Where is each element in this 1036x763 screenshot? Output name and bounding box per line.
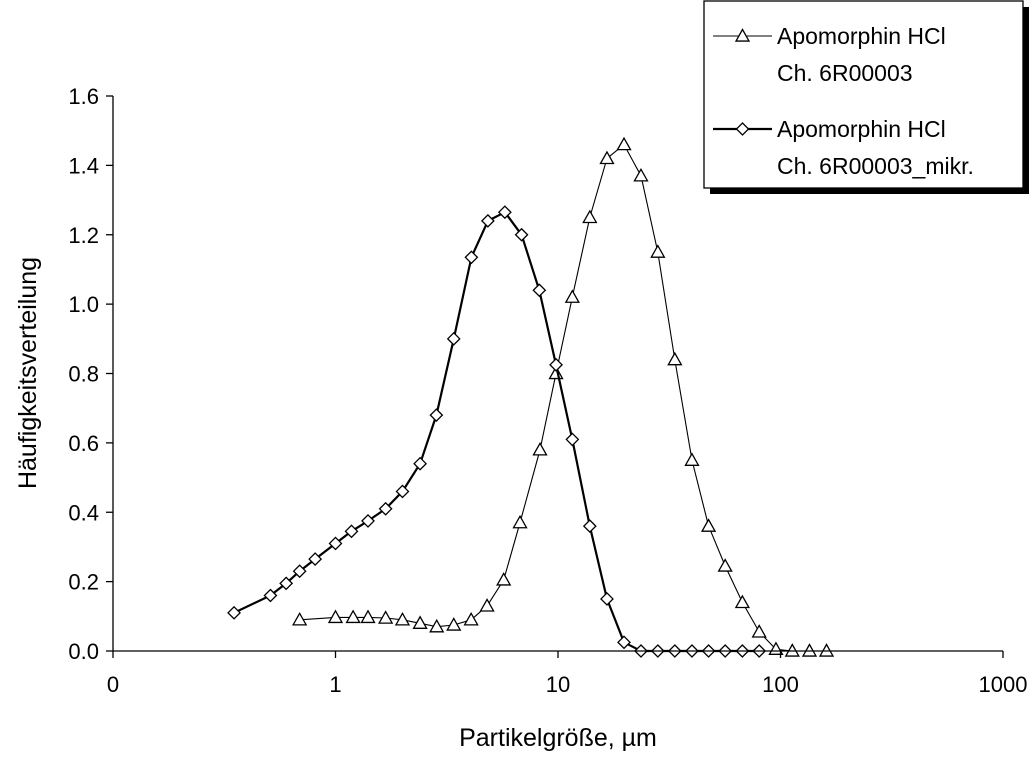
triangle-marker [327,609,344,624]
triangle-marker [734,594,750,609]
y-tick-label: 1.6 [68,84,99,109]
diamond-marker [344,524,359,539]
legend-label: Ch. 6R00003_mikr. [777,153,974,179]
series-layer [227,136,835,658]
triangle-marker [479,598,495,612]
triangle-marker [717,558,733,572]
triangle-marker [564,289,580,303]
triangle-marker [463,611,479,626]
triangle-marker [345,609,361,624]
triangle-marker [532,441,548,456]
diamond-marker [378,501,393,516]
x-tick-label: 0 [107,672,119,697]
diamond-marker [395,484,410,499]
diamond-marker [464,250,479,265]
triangle-marker [650,244,666,258]
triangle-marker [496,572,512,586]
triangle-marker [700,518,717,532]
y-tick-label: 0.2 [68,570,99,595]
diamond-marker [582,519,597,534]
triangle-marker [818,643,835,657]
diamond-marker [497,205,512,220]
diamond-marker [308,552,323,566]
legend-box [703,0,1024,189]
legend-entry-2: Apomorphin HCl Ch. 6R00003_mikr. [713,116,974,179]
triangle-marker [360,609,376,624]
diamond-marker [514,227,529,242]
diamond-marker [263,588,278,603]
y-axis-label: Häufigkeitsverteilung [14,257,42,489]
tick-labels-layer: 0.0 0.2 0.4 0.6 0.8 1.0 1.2 1.4 1.6 0 1 10 100 1000 [68,84,1027,697]
series-2 [227,205,767,658]
diamond-marker [532,283,547,298]
diamond-marker [600,592,614,606]
triangle-marker [429,618,445,633]
y-tick-label: 1.4 [68,153,99,178]
y-tick-label: 1.2 [68,223,99,248]
diamond-marker [361,514,375,528]
legend-triangle-marker [734,28,751,42]
legend-entry-1: Apomorphin HCl Ch. 6R00003 [713,23,946,86]
x-axis-label: Partikelgröße, µm [459,724,657,752]
triangle-marker [512,514,528,529]
triangle-marker [446,617,462,631]
y-tick-label: 1.0 [68,292,99,317]
triangle-marker [684,452,700,466]
legend: Apomorphin HCl Ch. 6R00003 Apomorphin HCl C… [703,0,1029,194]
triangle-marker [801,643,818,657]
triangle-marker [582,209,598,224]
legend-label: Apomorphin HCl [777,23,946,49]
diamond-marker [429,408,444,423]
y-tick-label: 0.0 [68,639,99,664]
legend-diamond-marker [735,122,750,136]
triangle-marker [751,624,767,638]
diamond-marker [227,605,241,620]
triangle-marker [394,611,411,626]
axes-layer [106,95,1004,658]
diamond-marker [413,456,428,471]
diamond-marker [446,331,461,346]
triangle-marker [784,643,800,657]
x-tick-label: 10 [546,672,570,697]
diamond-marker [279,576,294,591]
x-tick-label: 1 [329,672,341,697]
triangle-marker [412,615,428,629]
series-1 [292,136,835,657]
legend-label: Ch. 6R00003 [777,60,913,86]
triangle-marker [378,610,394,624]
triangle-marker [667,351,683,366]
legend-label: Apomorphin HCl [777,116,946,142]
y-tick-label: 0.4 [68,500,99,525]
triangle-marker [599,150,615,165]
diamond-marker [617,635,631,650]
triangle-marker [633,167,649,182]
diamond-marker [328,536,343,551]
triangle-marker [292,611,308,626]
x-tick-label: 100 [762,672,799,697]
diamond-marker [549,357,563,372]
diamond-marker [292,564,307,579]
diamond-marker [565,432,580,447]
diamond-marker [480,213,495,228]
x-tick-label: 1000 [979,672,1028,697]
y-tick-label: 0.8 [68,362,99,387]
y-tick-label: 0.6 [68,431,99,456]
triangle-marker [616,136,632,151]
